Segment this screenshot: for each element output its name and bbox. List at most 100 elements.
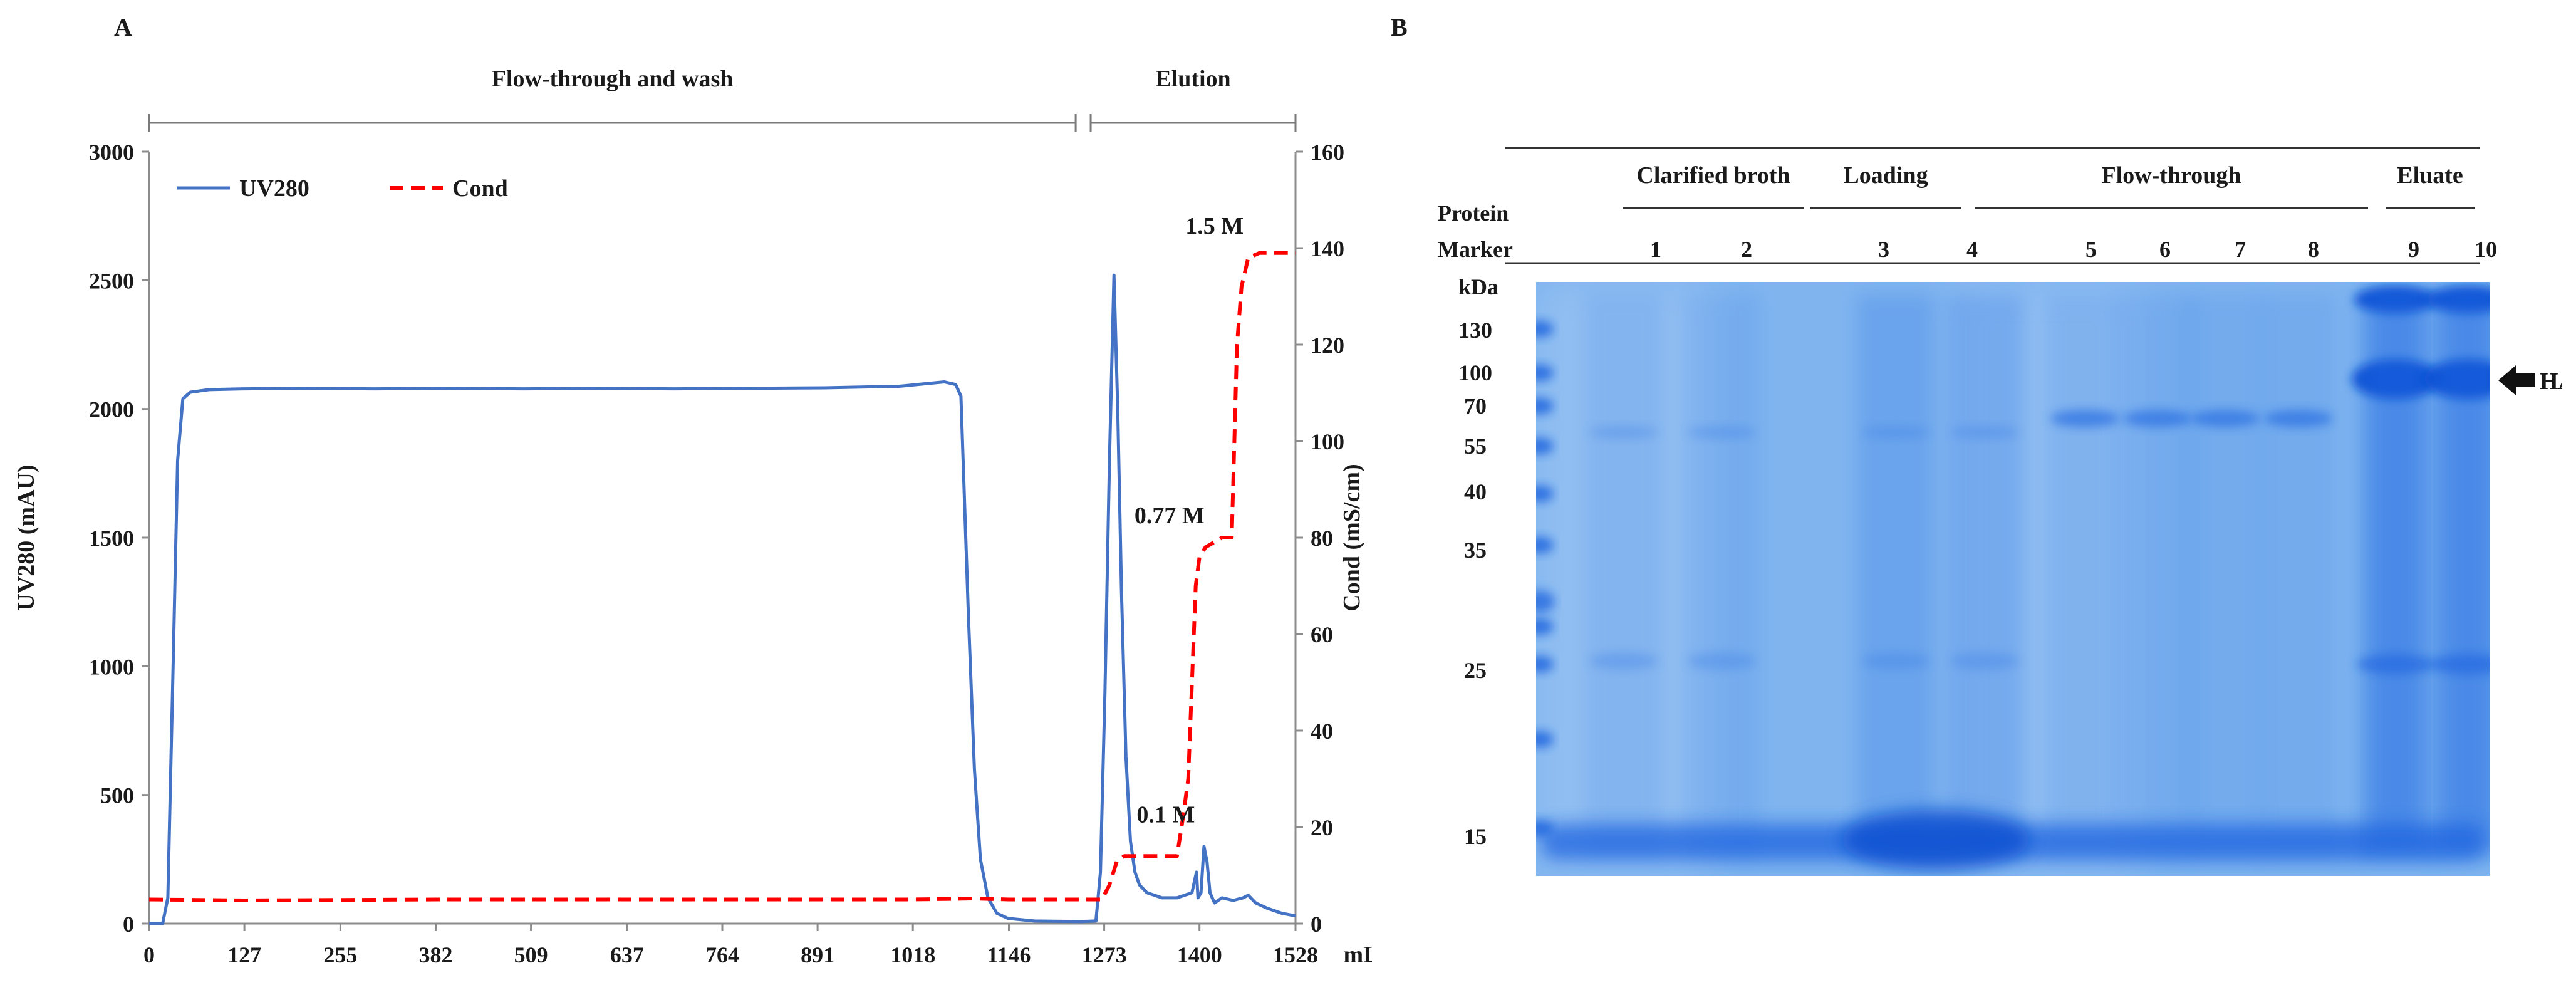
phase-label: Elution bbox=[1155, 66, 1230, 92]
lane-smear bbox=[1857, 294, 1935, 858]
band-faint bbox=[1589, 426, 1658, 439]
sds-page-gel: B Protein Marker Clarified broth Loading Flo… bbox=[1391, 13, 2562, 876]
labels-layer: 0 127 255 382 509 637 764 891 1018 1146 1273 1400 15… bbox=[13, 66, 1372, 968]
band-faint bbox=[1862, 426, 1931, 439]
x-tick-label: 127 bbox=[227, 942, 261, 967]
series-line-cond bbox=[148, 251, 1296, 902]
x-tick-label: 255 bbox=[323, 942, 357, 967]
marker-band bbox=[1536, 486, 1554, 502]
protein-marker-label: Marker bbox=[1438, 237, 1513, 262]
lane-number: 7 bbox=[2235, 237, 2246, 262]
ha-band-label: HA bbox=[2540, 368, 2562, 395]
band-faint bbox=[1687, 652, 1756, 670]
y-tick-label: 0 bbox=[123, 912, 134, 937]
marker-band bbox=[1536, 321, 1554, 337]
x-tick-label: 1400 bbox=[1177, 942, 1222, 967]
y2-tick-label: 60 bbox=[1311, 622, 1333, 647]
axes bbox=[142, 114, 1303, 931]
gel-image bbox=[1536, 282, 2490, 876]
x-tick-label: 891 bbox=[801, 942, 834, 967]
marker-band bbox=[1536, 656, 1554, 672]
x-tick-label: 0 bbox=[143, 942, 155, 967]
ha-arrow-icon bbox=[2498, 365, 2535, 395]
y-tick-label: 2000 bbox=[89, 397, 134, 422]
x-tick-label: 1146 bbox=[987, 942, 1031, 967]
band-70kda bbox=[2123, 410, 2192, 427]
kda-tick-label: 100 bbox=[1458, 360, 1492, 385]
eluate-smear bbox=[2443, 294, 2490, 846]
y-tick-label: 1500 bbox=[89, 526, 134, 551]
x-tick-label: 637 bbox=[610, 942, 644, 967]
kda-tick-label: 55 bbox=[1464, 434, 1487, 459]
phase-bracket bbox=[1089, 114, 1297, 132]
x-tick-label: 509 bbox=[514, 942, 548, 967]
series-layer bbox=[148, 251, 1296, 925]
marker-band bbox=[1536, 365, 1554, 381]
lane-smear bbox=[1683, 294, 1760, 858]
kda-tick-label: 70 bbox=[1464, 393, 1487, 419]
annotation: 0.77 M bbox=[1135, 503, 1205, 529]
marker-band bbox=[1536, 438, 1554, 454]
x-tick-label: 1273 bbox=[1082, 942, 1127, 967]
y-axis-label: UV280 (mAU) bbox=[13, 464, 39, 610]
lane-group-label: Clarified broth bbox=[1636, 162, 1790, 189]
band-faint bbox=[1950, 426, 2019, 439]
lane-smear bbox=[2260, 294, 2337, 858]
marker-band bbox=[1536, 618, 1554, 635]
panel-label-b: B bbox=[1391, 13, 1408, 41]
y2-tick-label: 40 bbox=[1311, 719, 1333, 744]
phase-bracket bbox=[148, 114, 1077, 132]
kda-tick-label: 130 bbox=[1458, 318, 1492, 343]
kda-tick-label: 35 bbox=[1464, 538, 1487, 563]
lane-smear bbox=[2046, 294, 2124, 858]
marker-band bbox=[1536, 590, 1555, 613]
kda-tick-label: 40 bbox=[1464, 479, 1487, 504]
y-tick-label: 2500 bbox=[89, 268, 134, 293]
band-faint bbox=[1687, 426, 1756, 439]
y2-axis-label: Cond (mS/cm) bbox=[1339, 464, 1365, 611]
band-faint bbox=[1950, 652, 2019, 670]
y2-tick-label: 160 bbox=[1311, 140, 1344, 165]
lane-number: 2 bbox=[1741, 237, 1752, 262]
lane-group-label: Loading bbox=[1843, 162, 1928, 189]
protein-marker-label: Protein bbox=[1438, 201, 1509, 226]
annotation: 1.5 M bbox=[1185, 213, 1244, 239]
band-70kda bbox=[2050, 410, 2119, 427]
lane-smear bbox=[2119, 294, 2196, 858]
eluate-smear bbox=[2371, 294, 2421, 846]
y-tick-label: 500 bbox=[100, 783, 134, 808]
gel-labels: kDa 130 100 70 55 40 35 25 15 HA bbox=[1458, 274, 2562, 849]
eluate-band-25 bbox=[2357, 654, 2434, 674]
band-faint bbox=[1589, 652, 1658, 670]
y2-tick-label: 80 bbox=[1311, 526, 1333, 551]
y2-tick-label: 120 bbox=[1311, 333, 1344, 358]
x-tick-label: 1018 bbox=[890, 942, 935, 967]
y2-tick-label: 100 bbox=[1311, 429, 1344, 454]
y2-tick-label: 140 bbox=[1311, 236, 1344, 261]
lane-number: 3 bbox=[1878, 237, 1889, 262]
band-70kda bbox=[2191, 410, 2260, 427]
lane-smear bbox=[2186, 294, 2264, 858]
lane-group-label: Flow-through bbox=[2101, 162, 2241, 189]
lane-number: 9 bbox=[2408, 237, 2419, 262]
lane-group-label: Eluate bbox=[2397, 162, 2463, 189]
legend-label: Cond bbox=[452, 175, 508, 202]
lane-number: 1 bbox=[1650, 237, 1661, 262]
lane-number: 5 bbox=[2085, 237, 2097, 262]
lane-number: 8 bbox=[2308, 237, 2319, 262]
lane-number: 4 bbox=[1966, 237, 1978, 262]
lane-smear bbox=[1585, 294, 1663, 858]
marker-band bbox=[1536, 731, 1554, 748]
legend: UV280 Cond bbox=[177, 175, 508, 202]
y2-tick-label: 0 bbox=[1311, 912, 1322, 937]
series-line-uv280 bbox=[149, 273, 1296, 925]
band-faint bbox=[1862, 652, 1931, 670]
y-tick-label: 3000 bbox=[89, 140, 134, 165]
kda-tick-label: 15 bbox=[1464, 824, 1487, 849]
loading-band-dark bbox=[1842, 810, 2030, 870]
lane-number: 10 bbox=[2475, 237, 2497, 262]
x-tick-label: 1528 bbox=[1273, 942, 1318, 967]
legend-label: UV280 bbox=[239, 175, 309, 202]
lane-number: 6 bbox=[2159, 237, 2171, 262]
x-axis-label: mL bbox=[1344, 942, 1373, 968]
